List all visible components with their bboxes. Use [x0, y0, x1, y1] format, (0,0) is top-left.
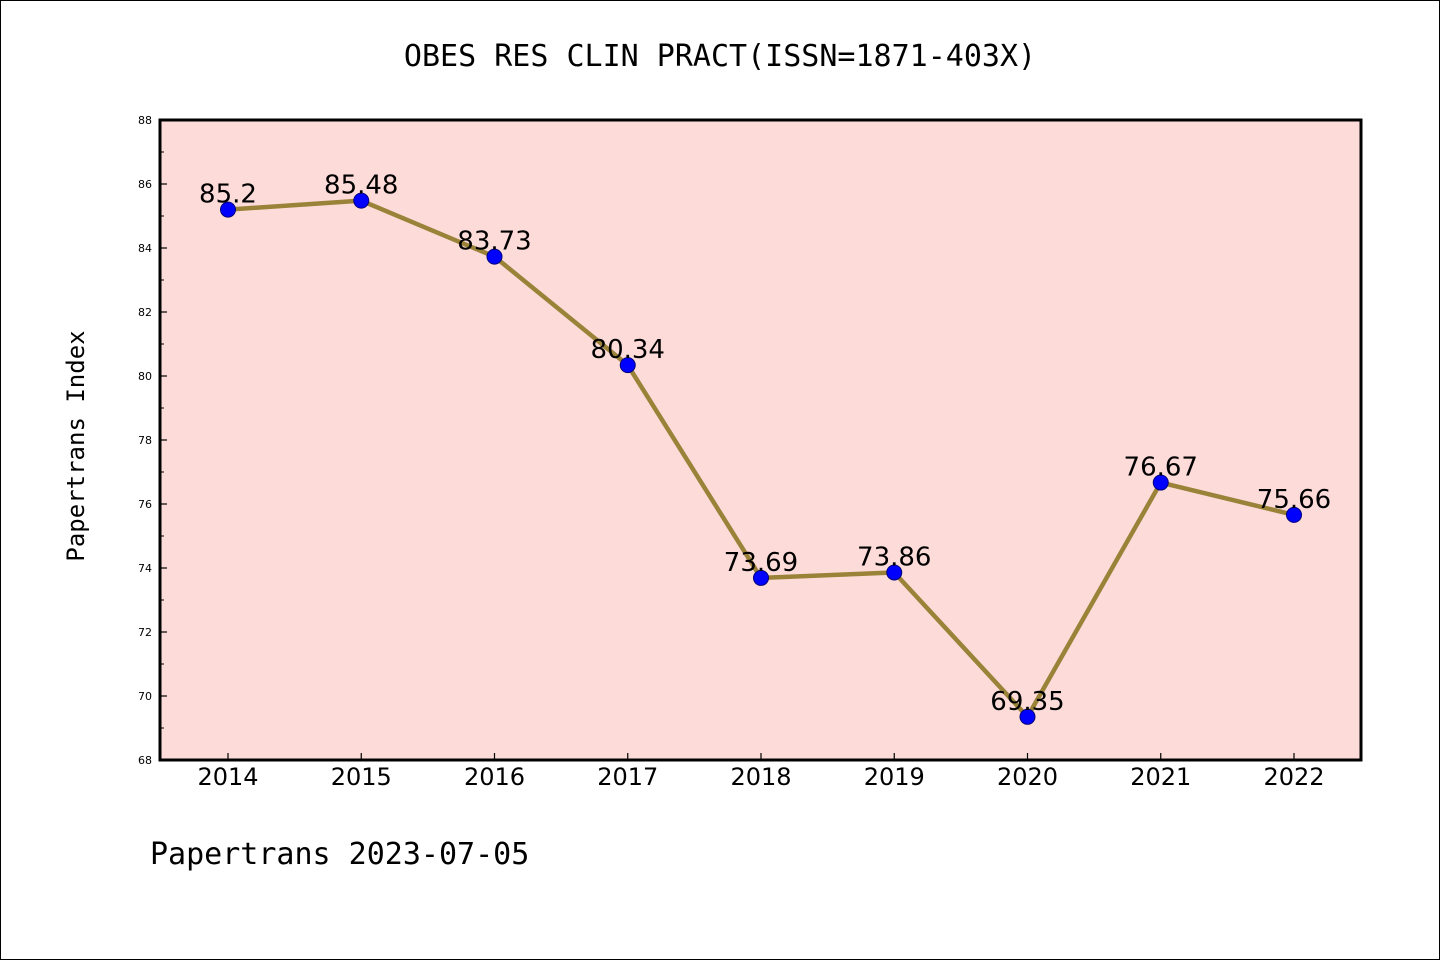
y-tick-label: 88 — [138, 114, 152, 127]
data-label: 75.66 — [1257, 485, 1331, 515]
data-label: 76.67 — [1124, 453, 1198, 483]
x-tick-label: 2020 — [997, 763, 1058, 791]
x-tick-label: 2018 — [730, 763, 791, 791]
y-tick-label: 74 — [138, 562, 152, 575]
footer-date: Papertrans 2023-07-05 — [150, 837, 529, 872]
x-axis-ticks: 2014 2015 2016 2017 2018 2019 2020 2021 2022 — [197, 753, 1325, 791]
y-tick-label: 80 — [138, 370, 152, 383]
data-labels: 85.2 85.48 83.73 80.34 73.69 73.86 69.35 76.67 7… — [199, 171, 1331, 717]
data-point — [1286, 506, 1302, 523]
x-tick-label: 2021 — [1130, 763, 1191, 791]
y-tick-label: 68 — [138, 754, 152, 767]
y-tick-label: 76 — [138, 498, 152, 511]
y-tick-label: 84 — [138, 242, 152, 255]
y-tick-label: 86 — [138, 178, 152, 191]
data-label: 85.48 — [324, 171, 398, 201]
x-tick-label: 2014 — [197, 763, 258, 791]
y-tick-label: 78 — [138, 434, 152, 447]
data-point — [619, 357, 636, 374]
x-tick-label: 2022 — [1263, 763, 1324, 791]
x-tick-label: 2017 — [597, 763, 658, 791]
y-tick-label: 70 — [138, 690, 152, 703]
data-point — [886, 564, 903, 581]
plot-border — [158, 118, 1363, 762]
data-point — [1152, 474, 1169, 491]
x-tick-label: 2019 — [864, 763, 925, 791]
chart-title: OBES RES CLIN PRACT(ISSN=1871-403X) — [404, 39, 1036, 74]
data-label: 73.69 — [724, 548, 798, 578]
data-label: 85.2 — [199, 180, 257, 210]
data-markers — [220, 192, 1302, 725]
plot-area — [160, 120, 1361, 760]
y-tick-label: 82 — [138, 306, 152, 319]
data-point — [753, 569, 769, 586]
data-point — [1019, 708, 1036, 725]
data-label: 69.35 — [990, 687, 1064, 717]
data-label: 73.86 — [857, 542, 931, 572]
data-label: 83.73 — [457, 227, 531, 257]
x-tick-label: 2016 — [464, 763, 525, 791]
data-label: 80.34 — [591, 335, 665, 365]
y-axis-label: Papertrans Index — [62, 330, 90, 561]
y-tick-label: 72 — [138, 626, 152, 639]
data-point — [353, 192, 370, 209]
data-point — [220, 201, 236, 218]
x-tick-label: 2015 — [331, 763, 392, 791]
data-point — [486, 248, 503, 265]
